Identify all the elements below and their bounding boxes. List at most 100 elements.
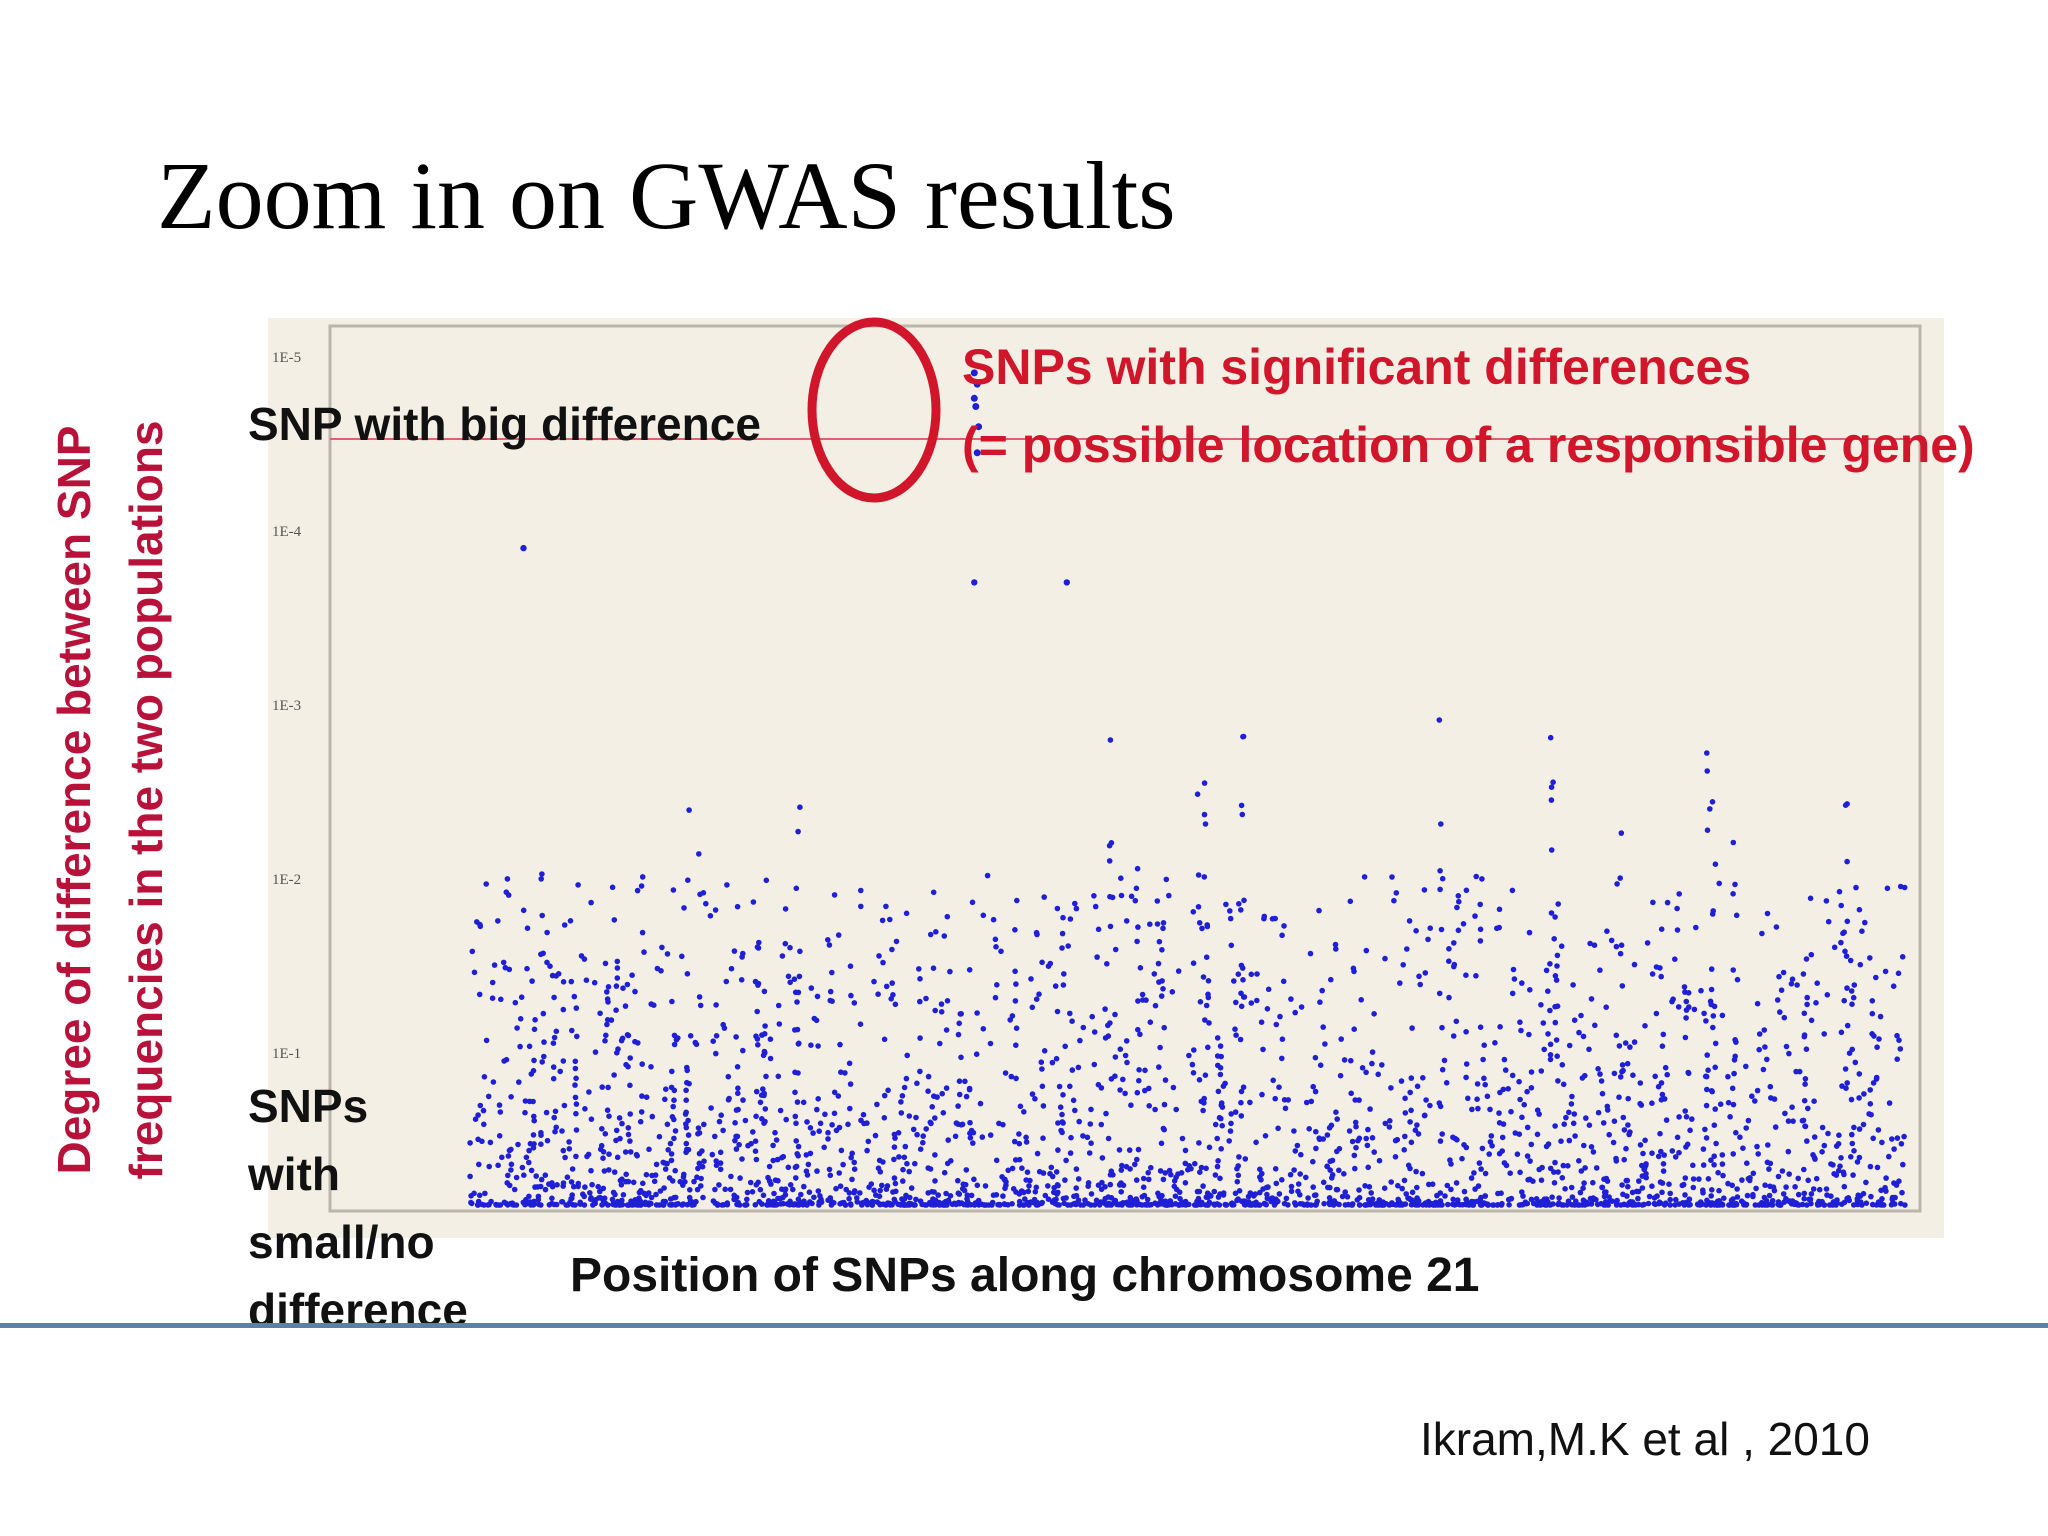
snp-point (803, 1168, 810, 1174)
snp-point (1489, 1143, 1495, 1149)
snp-point (1639, 1185, 1646, 1191)
snp-point (683, 1140, 690, 1147)
snp-point (1658, 973, 1664, 980)
snp-point (1631, 1039, 1638, 1045)
snp-point (806, 1189, 813, 1195)
snp-point (1661, 1152, 1667, 1158)
snp-point (1402, 1110, 1409, 1116)
snp-point (1082, 1197, 1088, 1203)
snp-point (1023, 1139, 1030, 1145)
snp-point (1800, 971, 1807, 977)
snp-point (1772, 1124, 1779, 1130)
snp-point (1091, 1029, 1098, 1035)
snp-point (731, 1196, 737, 1203)
snp-point (573, 1127, 580, 1133)
snp-point (1775, 1199, 1782, 1205)
snp-point (1627, 1129, 1633, 1135)
snp-point (1288, 996, 1294, 1002)
snp-point (1843, 953, 1850, 959)
snp-point (1703, 1073, 1710, 1080)
snp-point (1298, 1151, 1304, 1158)
snp-point (1455, 893, 1462, 899)
snp-point (1517, 1096, 1523, 1103)
snp-point (1552, 1159, 1558, 1166)
snp-point (1760, 1066, 1767, 1073)
snp-point (947, 1193, 954, 1199)
snp-point (686, 807, 692, 813)
snp-point (1703, 1018, 1709, 1024)
snp-point (904, 1052, 910, 1059)
snp-point (1524, 1124, 1531, 1131)
snp-point (814, 993, 821, 1000)
snp-point (505, 1172, 511, 1179)
snp-point (1595, 1066, 1601, 1072)
snp-point (1438, 821, 1444, 827)
snp-point (1371, 1011, 1377, 1017)
snp-point (1231, 978, 1237, 984)
snp-point (1603, 1004, 1609, 1010)
snp-point (1762, 1044, 1768, 1050)
snp-point (1737, 1134, 1743, 1140)
snp-point (1185, 1167, 1191, 1173)
snp-point (1786, 1171, 1792, 1177)
snp-point (1442, 1193, 1448, 1199)
snp-point (1472, 1186, 1478, 1192)
snp-point (1682, 1108, 1688, 1114)
snp-point (1867, 955, 1873, 961)
snp-point (1657, 965, 1663, 971)
snp-point (1764, 1202, 1771, 1208)
snp-point (531, 1141, 537, 1147)
snp-point (652, 1172, 659, 1178)
snp-point (1793, 1200, 1800, 1206)
snp-point (572, 1058, 579, 1065)
snp-point (1446, 946, 1452, 952)
snp-point (1228, 1120, 1234, 1127)
snp-point (1049, 1173, 1056, 1180)
snp-point (1146, 1103, 1152, 1109)
snp-point (598, 1142, 605, 1149)
snp-point (1341, 1171, 1347, 1177)
snp-point (1846, 1197, 1852, 1204)
snp-point (659, 944, 665, 951)
snp-point (1472, 913, 1478, 919)
significant-snp-point (973, 380, 981, 388)
snp-point (923, 995, 929, 1002)
snp-point (1088, 1140, 1094, 1146)
snp-point (1778, 987, 1785, 993)
snp-point (623, 1171, 629, 1178)
snp-point (742, 1202, 748, 1208)
snp-point (1190, 909, 1197, 915)
snp-point (1700, 1146, 1707, 1152)
snp-point (1705, 1176, 1712, 1182)
snp-point (1685, 1069, 1691, 1076)
snp-point (1080, 1024, 1087, 1031)
snp-point (602, 1038, 608, 1044)
snp-point (1240, 1084, 1247, 1090)
snp-point (1227, 915, 1234, 922)
snp-point (538, 951, 544, 958)
snp-point (1481, 1075, 1487, 1082)
snp-point (837, 1183, 844, 1189)
snp-point (1056, 1083, 1063, 1090)
snp-point (616, 1115, 623, 1121)
snp-point (1407, 1089, 1413, 1096)
snp-point (697, 1002, 704, 1009)
snp-point (848, 1154, 854, 1161)
snp-point (1516, 1131, 1523, 1137)
snp-point (1162, 1077, 1169, 1083)
snp-point (1560, 1202, 1567, 1208)
snp-point (881, 1115, 888, 1121)
snp-point (1039, 959, 1045, 966)
snp-point (573, 1153, 579, 1160)
significance-annotation: SNPs with significant differences (= pos… (962, 328, 1975, 484)
snp-point (566, 1146, 573, 1152)
snp-point (1135, 1026, 1141, 1033)
snp-point (1849, 1001, 1855, 1007)
snp-point (874, 1101, 880, 1108)
snp-point (1580, 1033, 1587, 1040)
snp-point (1092, 903, 1099, 910)
snp-point (708, 1105, 714, 1111)
snp-point (1477, 926, 1484, 933)
snp-point (1124, 1059, 1130, 1066)
snp-point (1734, 976, 1741, 983)
